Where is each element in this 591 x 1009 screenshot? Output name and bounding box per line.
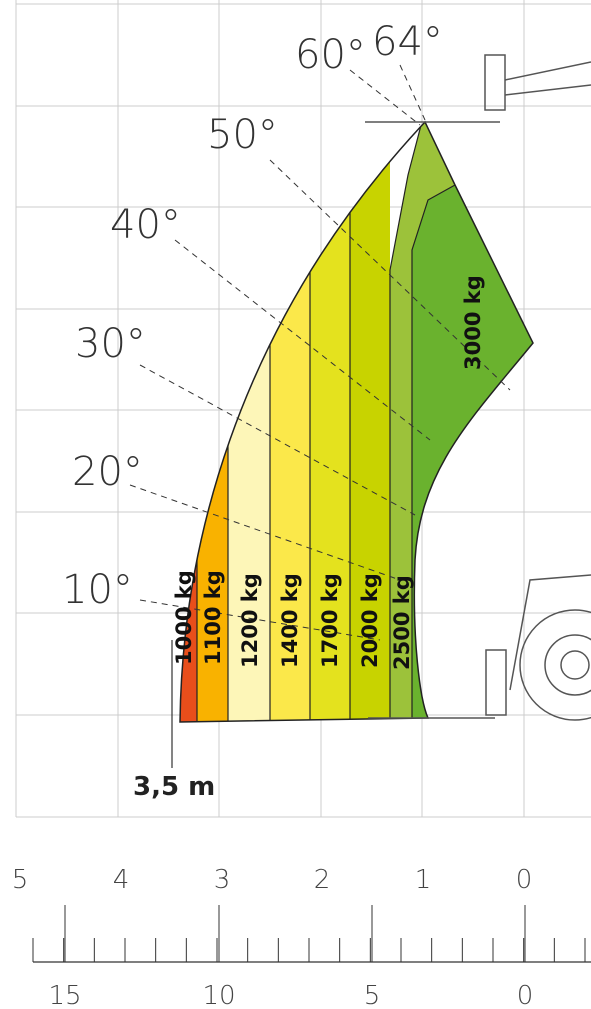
angle-label: 40° <box>110 202 181 248</box>
feet-label: 0 <box>517 981 534 1009</box>
load-label: 2500 kg <box>390 575 414 670</box>
meter-label: 0 <box>516 865 533 895</box>
load-label: 1400 kg <box>278 573 302 668</box>
zone-3000 <box>412 185 591 720</box>
angle-label: 10° <box>62 567 133 613</box>
min-reach: 3,5 m <box>133 772 215 802</box>
load-label: 3000 kg <box>461 275 485 370</box>
load-label: 1700 kg <box>318 573 342 668</box>
angle-label: 50° <box>207 112 278 158</box>
angle-label: 30° <box>75 321 146 367</box>
feet-label: 5 <box>364 981 381 1009</box>
load-label: 1000 kg <box>172 570 196 665</box>
feet-label: 10 <box>202 981 235 1009</box>
load-label: 2000 kg <box>358 573 382 668</box>
angle-label: 64° <box>372 19 443 65</box>
meter-label: 3 <box>214 865 231 895</box>
meter-label: 5 <box>12 865 29 895</box>
meter-label: 1 <box>415 865 432 895</box>
load-chart: 10° 20° 30° 40° 50° 60°64° 1000 kg1100 kg 1200 … <box>0 0 591 1009</box>
feet-label: 15 <box>48 981 81 1009</box>
load-label: 1200 kg <box>238 573 262 668</box>
angle-label: 60° <box>295 32 366 78</box>
meter-label: 2 <box>314 865 331 895</box>
meter-label: 4 <box>113 865 130 895</box>
load-label: 1100 kg <box>201 570 225 665</box>
angle-label: 20° <box>72 449 143 495</box>
